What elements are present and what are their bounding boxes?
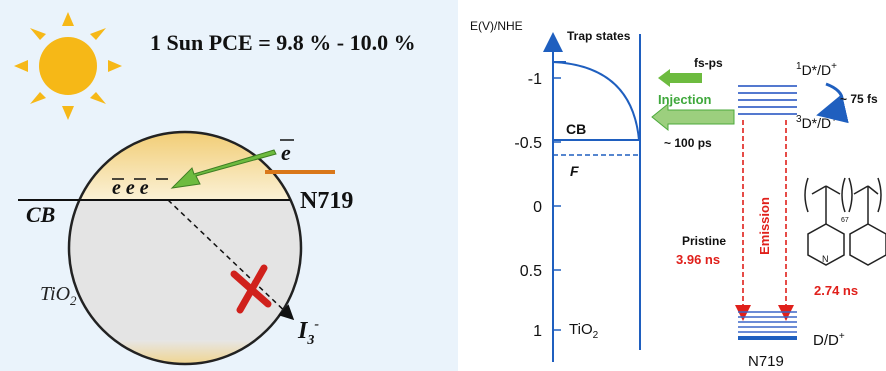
trap-states-curve — [552, 61, 640, 141]
fermi-label: F — [570, 163, 579, 179]
y-ticks: -1 -0.5 0 0.5 1 — [514, 71, 561, 340]
triplet-label: 3D*/D+ — [796, 114, 837, 131]
y-tick-label: -1 — [528, 71, 542, 88]
cb-label-right: CB — [566, 121, 586, 137]
pristine-label: Pristine — [682, 234, 726, 248]
fsps-arrow — [658, 69, 702, 87]
polymer-structure — [804, 177, 886, 266]
y-tick-label: -0.5 — [514, 135, 542, 152]
electrons-in-cb: e e e — [112, 177, 149, 199]
recombination-arrow — [167, 199, 295, 321]
ground-label: D/D+ — [813, 331, 845, 349]
emission-label: Emission — [757, 197, 772, 255]
cross-icon — [230, 264, 272, 314]
time-100ps: ~ 100 ps — [664, 136, 712, 150]
pce-label: 1 Sun PCE = 9.8 % - 10.0 % — [150, 30, 416, 55]
polymer-subscript: 67 — [841, 217, 849, 224]
polymer-time: 2.74 ns — [814, 283, 858, 298]
injection-arrow-right — [651, 102, 735, 132]
trap-states-label: Trap states — [567, 29, 631, 43]
pyridine-n-label: N — [822, 254, 829, 264]
redox-label: I3- — [297, 317, 319, 348]
y-tick-label: 0.5 — [520, 263, 542, 280]
y-tick-label: 0 — [533, 199, 542, 216]
sun-icon — [14, 12, 122, 120]
dye-label-right: N719 — [748, 353, 784, 370]
time-75fs: ~ 75 fs — [840, 92, 878, 106]
isc-arrow — [816, 82, 849, 124]
pristine-time: 3.96 ns — [676, 252, 720, 267]
electron-symbol: e — [281, 140, 291, 165]
tio2-label-right: TiO2 — [569, 321, 599, 341]
ground-levels — [738, 311, 797, 333]
dye-label-left: N719 — [300, 188, 353, 214]
excited-levels — [738, 85, 797, 115]
cb-label-left: CB — [26, 202, 55, 227]
fsps-label: fs-ps — [694, 56, 723, 70]
injection-label: Injection — [658, 92, 712, 107]
tio2-label-left: TiO2 — [40, 283, 77, 308]
singlet-label: 1D*/D+ — [796, 61, 837, 78]
y-tick-label: 1 — [533, 323, 542, 340]
y-axis-label: E(V)/NHE — [470, 19, 523, 33]
injection-arrow-left — [170, 149, 277, 189]
